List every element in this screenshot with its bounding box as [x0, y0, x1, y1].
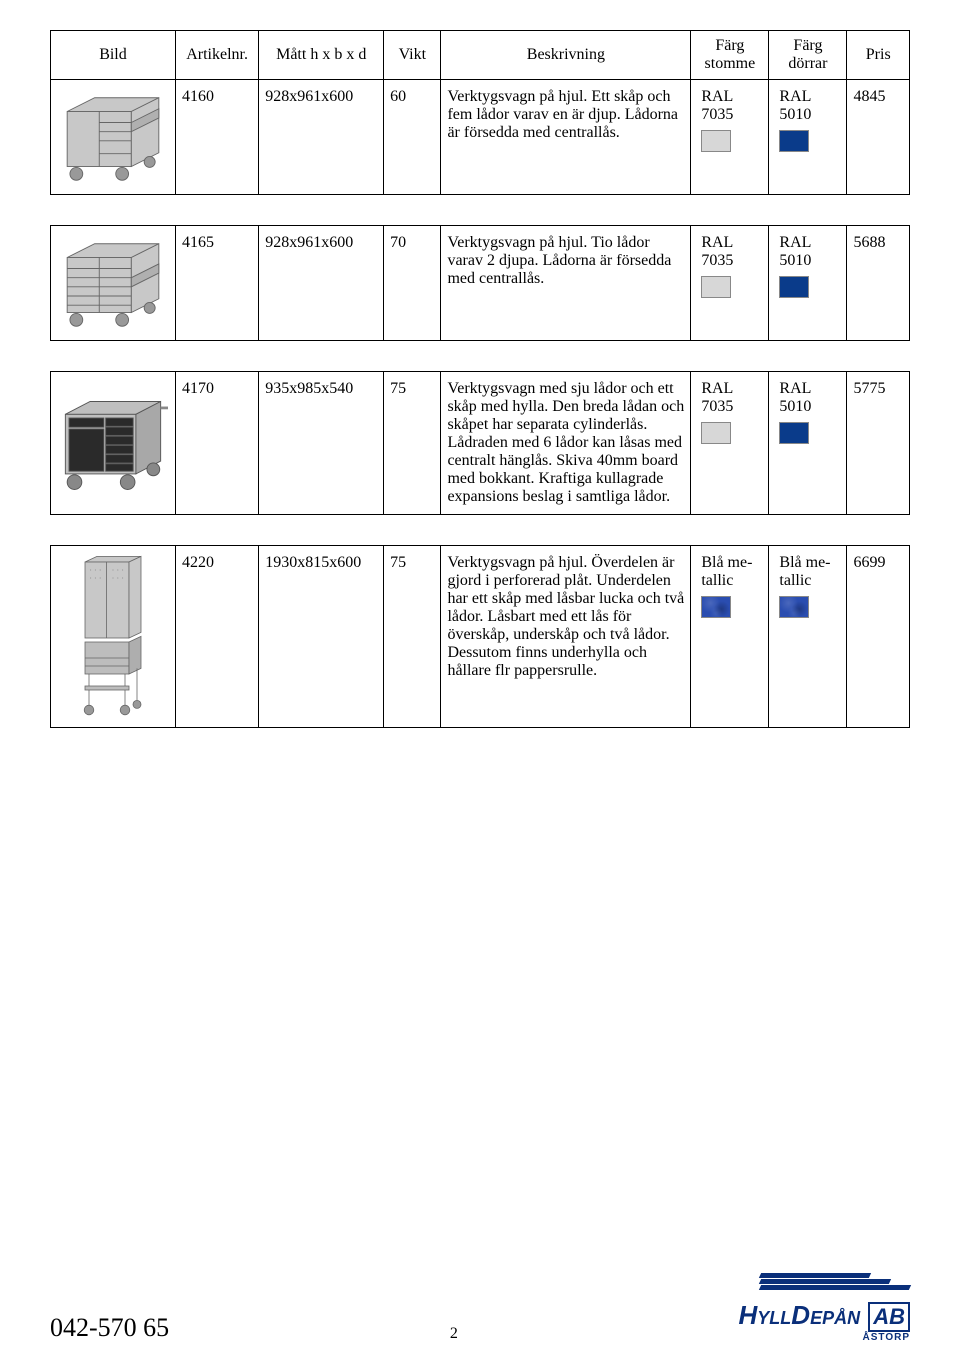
product-table-4: 4220 1930x815x600 75 Verktygsvagn på hju… — [50, 545, 910, 728]
table-row: 4165 928x961x600 70 Verktygsvagn på hjul… — [51, 225, 910, 340]
cell-dorrar: RAL 5010 — [769, 371, 847, 514]
cell-matt: 935x985x540 — [259, 371, 384, 514]
stomme-label: RAL 7035 — [701, 380, 733, 415]
swatch-stomme — [701, 596, 731, 618]
logo-ab: AB — [868, 1302, 910, 1332]
swatch-dorrar — [779, 422, 809, 444]
logo-subtitle: ÅSTORP — [739, 1332, 910, 1343]
cell-besk: Verktygsvagn på hjul. Överdelen är gjord… — [441, 545, 691, 727]
cell-art: 4165 — [175, 225, 258, 340]
cell-matt: 1930x815x600 — [259, 545, 384, 727]
cell-vikt: 75 — [384, 371, 441, 514]
cell-art: 4220 — [175, 545, 258, 727]
dorrar-label: RAL 5010 — [779, 234, 811, 269]
cell-vikt: 70 — [384, 225, 441, 340]
cell-matt: 928x961x600 — [259, 225, 384, 340]
cell-stomme: RAL 7035 — [691, 225, 769, 340]
cell-bild — [51, 80, 176, 195]
product-image-cart — [58, 230, 168, 331]
th-artikelnr: Artikelnr. — [175, 31, 258, 80]
page: Bild Artikelnr. Mått h x b x d Vikt Besk… — [0, 0, 960, 1368]
th-vikt: Vikt — [384, 31, 441, 80]
th-matt: Mått h x b x d — [259, 31, 384, 80]
table-row: 4220 1930x815x600 75 Verktygsvagn på hju… — [51, 545, 910, 727]
cell-pris: 4845 — [847, 80, 910, 195]
logo-text: D — [791, 1300, 810, 1330]
swatch-dorrar — [779, 130, 809, 152]
table-header-row: Bild Artikelnr. Mått h x b x d Vikt Besk… — [51, 31, 910, 80]
cell-stomme: RAL 7035 — [691, 371, 769, 514]
product-table-3: 4170 935x985x540 75 Verktygsvagn med sju… — [50, 371, 910, 515]
dorrar-label: RAL 5010 — [779, 88, 811, 123]
cell-besk: Verktygsvagn med sju lådor och ett skåp … — [441, 371, 691, 514]
page-footer: 042-570 65 2 HYLLDEPÅN AB ÅSTORP — [50, 1272, 910, 1343]
stomme-label: Blå me-tallic — [701, 554, 752, 589]
product-table-1: Bild Artikelnr. Mått h x b x d Vikt Besk… — [50, 30, 910, 195]
swatch-dorrar — [779, 276, 809, 298]
cell-art: 4160 — [175, 80, 258, 195]
logo-bars-icon — [760, 1272, 910, 1291]
cell-vikt: 75 — [384, 545, 441, 727]
th-bild: Bild — [51, 31, 176, 80]
cell-bild — [51, 371, 176, 514]
swatch-stomme — [701, 130, 731, 152]
logo-text: EPÅN — [810, 1308, 860, 1328]
table-row: 4170 935x985x540 75 Verktygsvagn med sju… — [51, 371, 910, 514]
cell-vikt: 60 — [384, 80, 441, 195]
cell-stomme: Blå me-tallic — [691, 545, 769, 727]
cell-besk: Verktygsvagn på hjul. Tio lådor varav 2 … — [441, 225, 691, 340]
cell-stomme: RAL 7035 — [691, 80, 769, 195]
product-image-cabinet — [73, 550, 153, 718]
dorrar-label: RAL 5010 — [779, 380, 811, 415]
product-table-2: 4165 928x961x600 70 Verktygsvagn på hjul… — [50, 225, 910, 341]
cell-dorrar: Blå me-tallic — [769, 545, 847, 727]
cell-matt: 928x961x600 — [259, 80, 384, 195]
cell-pris: 5688 — [847, 225, 910, 340]
th-farg-dorrar: Färg dörrar — [769, 31, 847, 80]
dorrar-label: Blå me-tallic — [779, 554, 830, 589]
th-beskrivning: Beskrivning — [441, 31, 691, 80]
footer-page-number: 2 — [450, 1325, 458, 1343]
th-pris: Pris — [847, 31, 910, 80]
swatch-stomme — [701, 276, 731, 298]
logo-name: HYLLDEPÅN AB — [739, 1300, 910, 1332]
stomme-label: RAL 7035 — [701, 88, 733, 123]
logo-text: YLL — [757, 1308, 791, 1328]
footer-phone: 042-570 65 — [50, 1313, 169, 1343]
th-farg-stomme: Färg stomme — [691, 31, 769, 80]
cell-besk: Verktygsvagn på hjul. Ett skåp och fem l… — [441, 80, 691, 195]
table-row: 4160 928x961x600 60 Verktygsvagn på hjul… — [51, 80, 910, 195]
cell-bild — [51, 545, 176, 727]
cell-pris: 6699 — [847, 545, 910, 727]
cell-dorrar: RAL 5010 — [769, 80, 847, 195]
cell-art: 4170 — [175, 371, 258, 514]
swatch-dorrar — [779, 596, 809, 618]
cell-pris: 5775 — [847, 371, 910, 514]
logo-text: H — [739, 1300, 758, 1330]
cell-bild — [51, 225, 176, 340]
stomme-label: RAL 7035 — [701, 234, 733, 269]
footer-logo: HYLLDEPÅN AB ÅSTORP — [739, 1272, 910, 1343]
product-image-cart — [58, 84, 168, 185]
swatch-stomme — [701, 422, 731, 444]
product-image-cart — [58, 385, 168, 495]
cell-dorrar: RAL 5010 — [769, 225, 847, 340]
